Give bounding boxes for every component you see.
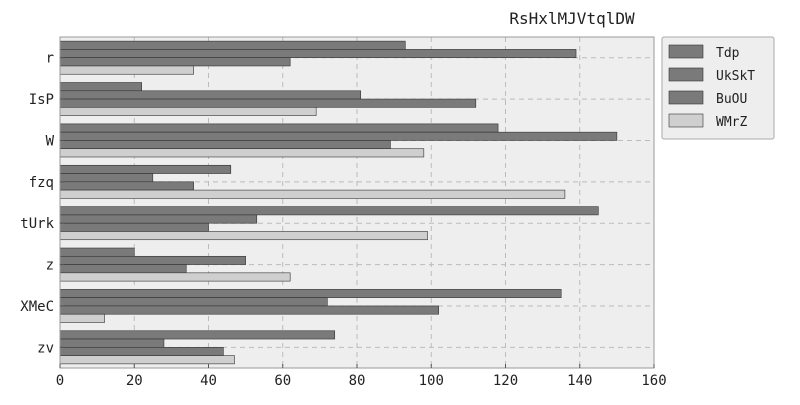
y-tick-label: fzq <box>29 175 54 191</box>
bar-BuOU-r <box>59 57 291 67</box>
bar-Tdp-tUrk <box>59 206 599 216</box>
bar-Tdp-W <box>59 123 499 133</box>
bar-Tdp-r <box>59 40 406 50</box>
legend-label: UkSkT <box>716 69 755 84</box>
bar-UkSkT-r <box>59 49 577 58</box>
bar-UkSkT-tUrk <box>59 214 258 224</box>
bar-BuOU-XMeC <box>59 305 439 315</box>
legend-label: BuOU <box>716 92 747 107</box>
legend: Tdp UkSkT BuOU WMrZ <box>661 36 775 140</box>
bar-UkSkT-fzq <box>59 173 154 183</box>
legend-label: WMrZ <box>716 115 747 130</box>
y-tick-label: XMeC <box>20 299 54 315</box>
bar-WMrZ-z <box>59 272 291 282</box>
legend-swatch-WMrZ <box>668 113 704 128</box>
bar-BuOU-z <box>59 264 187 274</box>
bar-Tdp-IsP <box>59 82 142 92</box>
bar-WMrZ-W <box>59 148 425 158</box>
chart-title: RsHxlMJVtqlDW <box>509 9 635 28</box>
bar-Tdp-XMeC <box>59 289 562 298</box>
y-tick-label: z <box>46 258 54 274</box>
legend-label: Tdp <box>716 46 740 61</box>
x-tick-label: 120 <box>493 373 518 389</box>
legend-swatch-Tdp <box>668 44 704 59</box>
x-tick-label: 160 <box>641 373 666 389</box>
bar-WMrZ-zv <box>59 355 235 365</box>
bar-Tdp-fzq <box>59 164 232 174</box>
legend-swatch-BuOU <box>668 90 704 105</box>
bar-Tdp-zv <box>59 330 336 340</box>
x-tick-label: 60 <box>274 373 291 389</box>
x-tick-label: 100 <box>419 373 444 389</box>
y-tick-label: W <box>46 133 55 149</box>
bar-BuOU-tUrk <box>59 222 209 232</box>
x-tick-label: 40 <box>200 373 217 389</box>
x-tick-label: 140 <box>567 373 592 389</box>
bar-WMrZ-fzq <box>59 189 566 199</box>
bar-WMrZ-IsP <box>59 107 317 116</box>
bar-UkSkT-z <box>59 255 246 265</box>
bar-Tdp-z <box>59 247 135 257</box>
bar-WMrZ-tUrk <box>59 231 428 241</box>
bar-BuOU-IsP <box>59 98 477 108</box>
legend-swatch-UkSkT <box>668 67 704 82</box>
bar-WMrZ-r <box>59 65 194 75</box>
bar-BuOU-fzq <box>59 181 194 191</box>
x-tick-label: 0 <box>56 373 64 389</box>
y-tick-label: r <box>46 51 54 67</box>
legend-box <box>661 36 775 140</box>
bar-UkSkT-W <box>59 131 618 141</box>
y-tick-label: tUrk <box>20 216 54 232</box>
y-tick-label: zv <box>37 340 54 356</box>
bar-WMrZ-XMeC <box>59 313 105 323</box>
x-tick-label: 20 <box>126 373 143 389</box>
x-tick-label: 80 <box>349 373 366 389</box>
bar-UkSkT-zv <box>59 338 165 348</box>
bar-UkSkT-IsP <box>59 90 362 100</box>
y-tick-label: IsP <box>29 92 54 108</box>
bar-UkSkT-XMeC <box>59 297 328 307</box>
bar-BuOU-zv <box>59 347 224 356</box>
bar-BuOU-W <box>59 140 391 150</box>
